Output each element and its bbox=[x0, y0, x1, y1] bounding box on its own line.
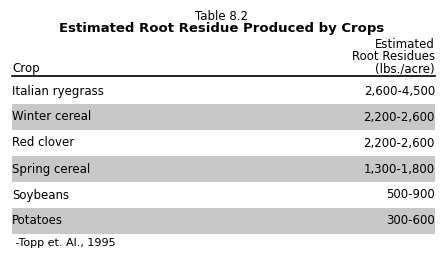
Text: Winter cereal: Winter cereal bbox=[12, 110, 91, 124]
Text: 500-900: 500-900 bbox=[386, 189, 435, 201]
Text: 2,200-2,600: 2,200-2,600 bbox=[364, 110, 435, 124]
Text: Crop: Crop bbox=[12, 62, 39, 75]
Text: Estimated Root Residue Produced by Crops: Estimated Root Residue Produced by Crops bbox=[59, 22, 384, 35]
Text: 2,600-4,500: 2,600-4,500 bbox=[364, 84, 435, 98]
Bar bbox=[12, 208, 435, 234]
Text: Root Residues: Root Residues bbox=[352, 50, 435, 63]
Text: Spring cereal: Spring cereal bbox=[12, 162, 90, 176]
Text: 300-600: 300-600 bbox=[386, 215, 435, 227]
Text: 1,300-1,800: 1,300-1,800 bbox=[364, 162, 435, 176]
Bar bbox=[12, 156, 435, 182]
Bar bbox=[12, 104, 435, 130]
Text: 2,200-2,600: 2,200-2,600 bbox=[364, 136, 435, 150]
Text: Soybeans: Soybeans bbox=[12, 189, 69, 201]
Text: Italian ryegrass: Italian ryegrass bbox=[12, 84, 104, 98]
Text: Table 8.2: Table 8.2 bbox=[195, 10, 248, 23]
Text: Potatoes: Potatoes bbox=[12, 215, 63, 227]
Text: -Topp et. Al., 1995: -Topp et. Al., 1995 bbox=[12, 238, 116, 248]
Text: (lbs./acre): (lbs./acre) bbox=[375, 62, 435, 75]
Text: Red clover: Red clover bbox=[12, 136, 74, 150]
Text: Estimated: Estimated bbox=[375, 38, 435, 51]
